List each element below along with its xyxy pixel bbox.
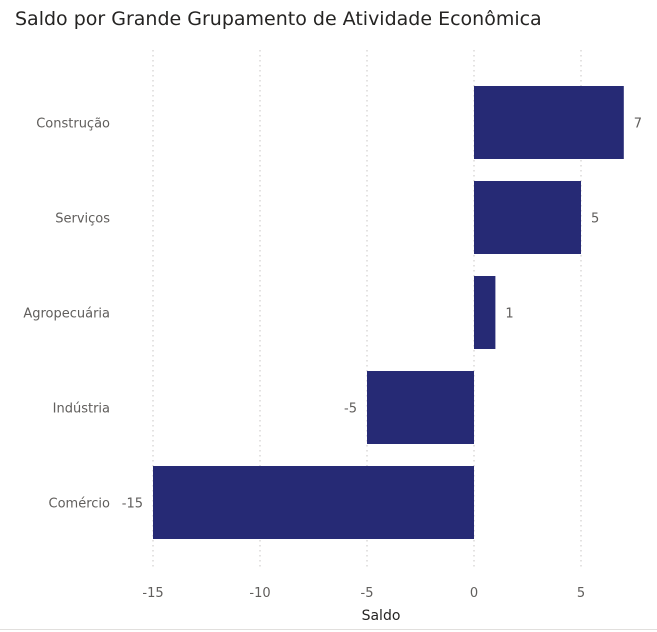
bar <box>153 466 474 539</box>
bar <box>367 371 474 444</box>
x-tick-label: -5 <box>361 586 374 601</box>
category-label: Indústria <box>53 402 110 417</box>
data-label: -5 <box>344 402 357 417</box>
bar <box>474 276 496 349</box>
category-label: Serviços <box>55 212 110 227</box>
category-label: Comércio <box>49 497 111 512</box>
bar <box>474 86 624 159</box>
data-labels: 7 5 1 -5 -15 <box>122 117 642 512</box>
bar <box>474 181 581 254</box>
bars <box>153 86 624 539</box>
data-label: -15 <box>122 497 143 512</box>
data-label: 5 <box>591 212 599 227</box>
category-label: Construção <box>36 117 110 132</box>
chart-title: Saldo por Grande Grupamento de Atividade… <box>15 8 542 30</box>
x-tick-labels: -15 -10 -5 0 5 <box>142 586 585 601</box>
x-tick-label: 0 <box>470 586 478 601</box>
data-label: 1 <box>505 307 513 322</box>
x-tick-label: -15 <box>142 586 163 601</box>
bottom-divider <box>0 629 657 630</box>
category-label: Agropecuária <box>23 307 110 322</box>
category-labels: Construção Serviços Agropecuária Indústria C… <box>23 117 110 512</box>
x-tick-label: 5 <box>577 586 585 601</box>
x-tick-label: -10 <box>249 586 270 601</box>
x-axis-title: Saldo <box>362 608 401 624</box>
data-label: 7 <box>634 117 642 132</box>
